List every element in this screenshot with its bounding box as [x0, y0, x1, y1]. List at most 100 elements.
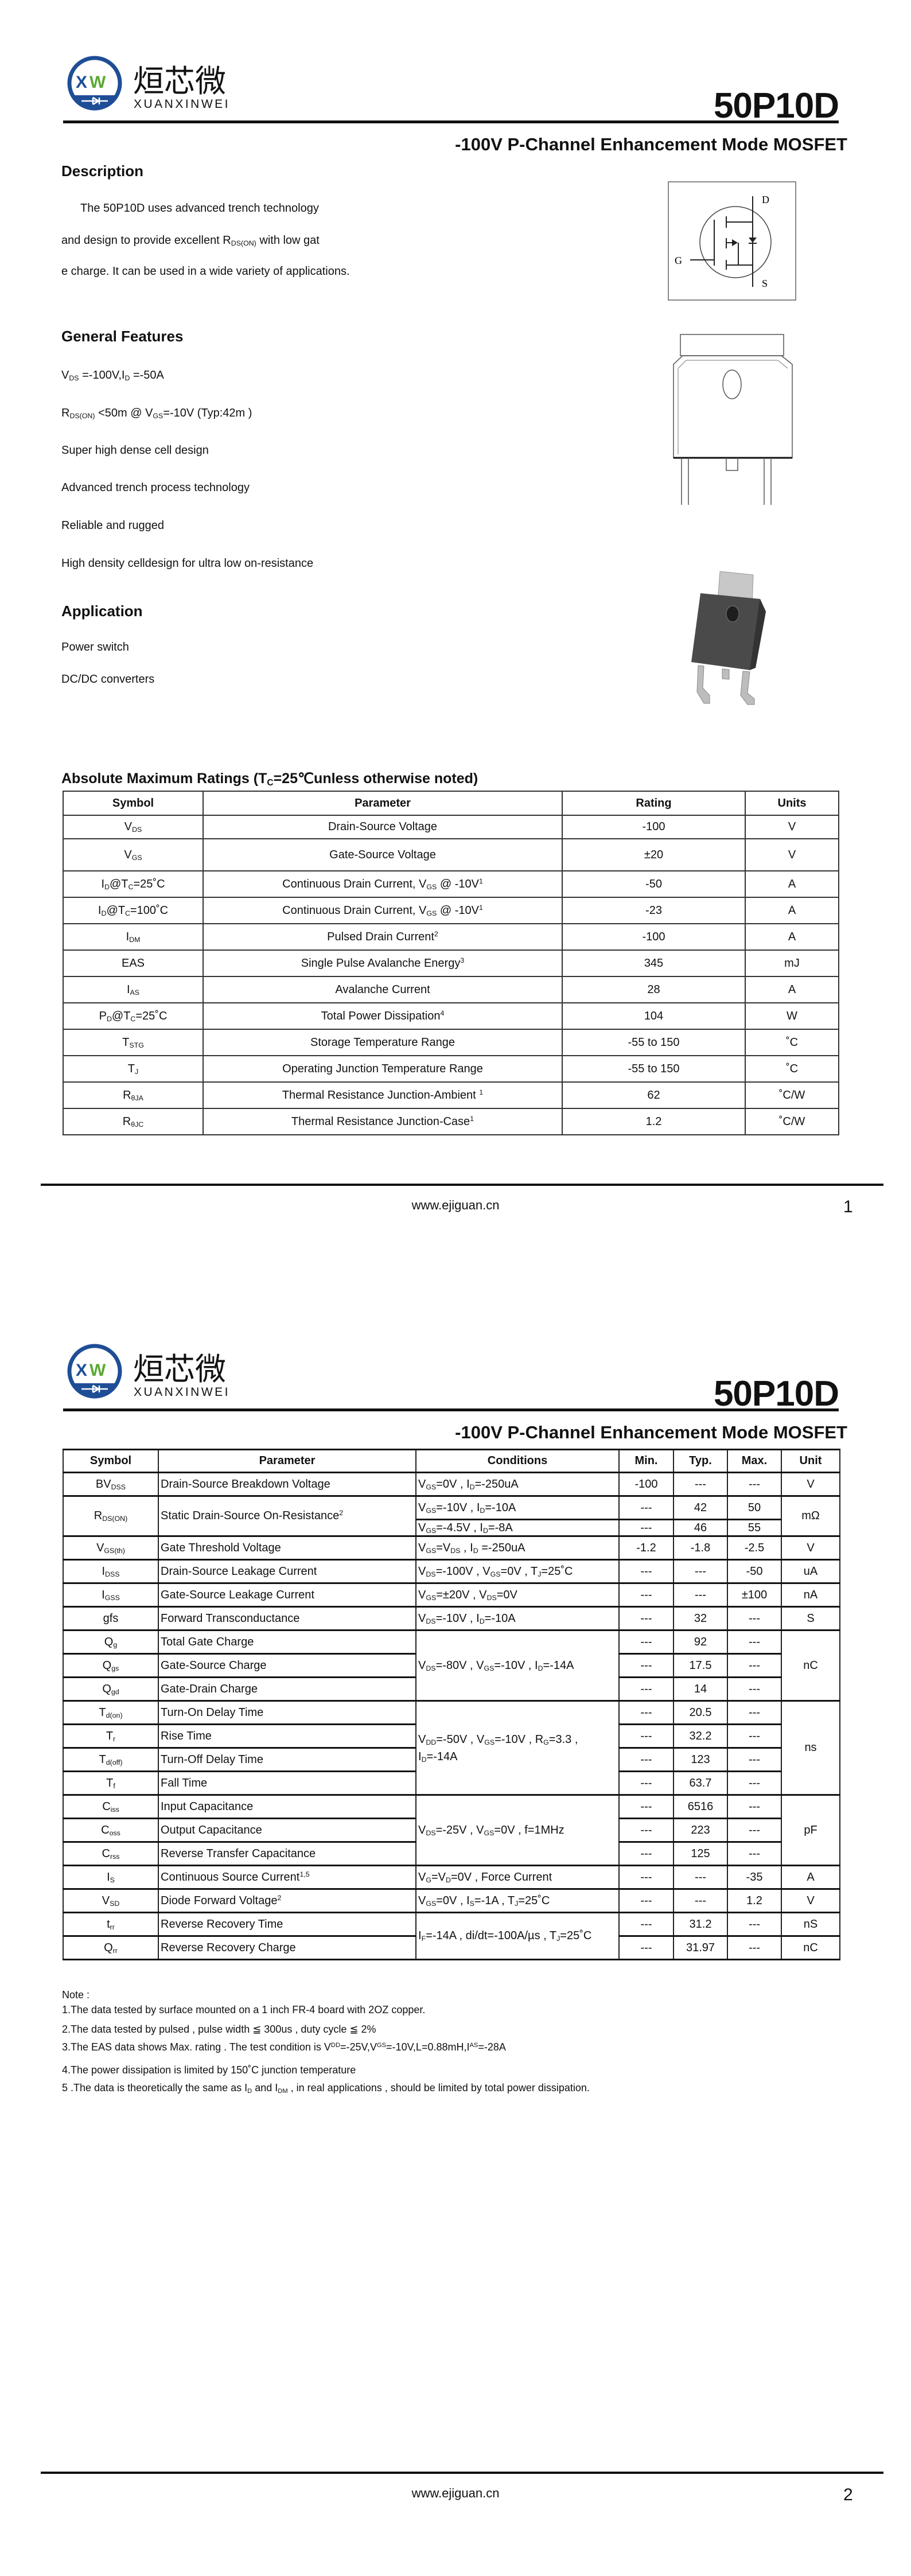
cell-parameter: Gate-Source Leakage Current: [158, 1582, 416, 1608]
cell-min: ---: [618, 1653, 674, 1678]
column-header-units: Units: [745, 791, 839, 816]
subscript: DS: [426, 1664, 436, 1672]
company-logo: X W 烜芯微 XUANXINWEI: [67, 56, 228, 111]
cell-typ: 125: [673, 1841, 728, 1866]
cell-conditions: VDD=-50V , VGS=-10V , RG=3.3 , ID=-14A: [415, 1700, 620, 1796]
cell-min: ---: [618, 1629, 674, 1655]
header-rule: [63, 120, 839, 123]
footer-url[interactable]: www.ejiguan.cn: [411, 1198, 500, 1212]
cell-min: ---: [618, 1495, 674, 1520]
cell-unit: nC: [781, 1629, 840, 1702]
note-item: 2.The data tested by pulsed , pulse widt…: [62, 2024, 376, 2035]
cell-symbol: VSD: [63, 1888, 159, 1913]
cell-conditions: VGS=±20V , VDS=0V: [415, 1582, 620, 1608]
table-row: PD@TC=25˚C Total Power Dissipation4 104 W: [63, 1002, 839, 1030]
cell-units: A: [745, 870, 839, 898]
subscript: C: [130, 1014, 136, 1023]
table-row: BVDSS Drain-Source Breakdown Voltage VGS=0…: [63, 1472, 840, 1497]
subscript: DS: [426, 1570, 436, 1578]
page-1: X W 烜芯微 XUANXINWEI 50P10D -100V P-Channe…: [41, 56, 883, 1216]
cell-units: A: [745, 897, 839, 924]
cell-parameter: Gate-Drain Charge: [158, 1676, 416, 1702]
note-item: 4.The power dissipation is limited by 15…: [62, 2064, 356, 2076]
cell-parameter: Continuous Drain Current, VGS @ -10V1: [203, 897, 563, 924]
subscript: d(off): [106, 1758, 123, 1766]
superscript: 1: [478, 877, 483, 885]
subscript: DS(ON): [231, 239, 256, 248]
subscript: GS: [153, 412, 163, 421]
cell-conditions: VGS=0V , IS=-1A , TJ=25˚C: [415, 1888, 620, 1913]
cell-units: ˚C/W: [745, 1108, 839, 1135]
cell-unit: mΩ: [781, 1495, 840, 1537]
cell-symbol: Td(on): [63, 1700, 159, 1725]
subscript: S: [469, 1899, 474, 1908]
cell-unit: V: [781, 1888, 840, 1913]
cell-parameter: Fall Time: [158, 1770, 416, 1796]
subscript: d(on): [106, 1711, 123, 1719]
page-number: 2: [843, 2485, 853, 2504]
subscript: rss: [110, 1852, 120, 1861]
superscript: 2: [277, 1893, 282, 1902]
part-number: 50P10D: [713, 1374, 839, 1414]
column-header-conditions: Conditions: [415, 1449, 620, 1473]
cell-symbol: Qrr: [63, 1935, 159, 1960]
subscript: DS: [132, 826, 142, 834]
subscript: DM: [278, 2087, 288, 2095]
subscript: D: [482, 1526, 488, 1535]
table-row: VGS(th) Gate Threshold Voltage VGS=VDS , I…: [63, 1535, 840, 1561]
cell-parameter: Total Power Dissipation4: [203, 1002, 563, 1030]
table-row: RDS(ON) Static Drain-Source On-Resistance…: [63, 1495, 840, 1537]
subscript: GS: [484, 1664, 495, 1672]
cell-min: ---: [618, 1582, 674, 1608]
cell-min: ---: [618, 1912, 674, 1937]
cell-max: ---: [727, 1629, 782, 1655]
footer-url[interactable]: www.ejiguan.cn: [411, 2486, 500, 2500]
cell-min: ---: [618, 1747, 674, 1772]
package-3d-image: [691, 571, 766, 705]
subscript: D: [104, 882, 110, 891]
electrical-characteristics-table: Symbol Parameter Conditions Min. Typ. Max. Uni…: [63, 1449, 840, 1960]
subscript: DS(ON): [69, 412, 95, 421]
cell-conditions: VDS=-100V , VGS=0V , TJ=25˚C: [415, 1559, 620, 1584]
page-number: 1: [843, 1197, 853, 1216]
cell-parameter: Drain-Source Leakage Current: [158, 1559, 416, 1584]
subscript: DS: [69, 374, 79, 383]
feature-item: Super high dense cell design: [61, 444, 209, 457]
cell-symbol: Qg: [63, 1629, 159, 1655]
cell-min: ---: [618, 1841, 674, 1866]
subscript: DM: [129, 935, 141, 944]
subscript: D: [538, 1664, 543, 1672]
column-header-max: Max.: [727, 1449, 782, 1473]
cell-symbol: Tr: [63, 1723, 159, 1749]
cell-max: ---: [727, 1676, 782, 1702]
cell-parameter: Gate Threshold Voltage: [158, 1535, 416, 1561]
table-row: VGS Gate-Source Voltage ±20 V: [63, 838, 839, 871]
superscript: 1: [478, 903, 483, 912]
table-row: Td(on) Turn-On Delay Time VDD=-50V , VGS=-…: [63, 1700, 840, 1796]
column-header-min: Min.: [618, 1449, 674, 1473]
cell-max: 55: [727, 1519, 782, 1537]
cell-unit: A: [781, 1865, 840, 1890]
column-header-rating: Rating: [562, 791, 746, 816]
cell-unit: V: [781, 1472, 840, 1497]
cell-unit: S: [781, 1606, 840, 1631]
subscript: GSS: [104, 1593, 120, 1602]
subscript: AS: [130, 988, 140, 997]
cell-max: 50: [727, 1495, 782, 1520]
superscript: 2: [339, 1509, 344, 1517]
subscript: DD: [426, 1738, 437, 1746]
subscript: D: [479, 1617, 485, 1625]
table-row: Qgd Gate-Drain Charge --- 14 ---: [63, 1676, 840, 1702]
cell-typ: 14: [673, 1676, 728, 1702]
footer-rule: [41, 1184, 883, 1186]
subscript: DS: [426, 1828, 436, 1837]
subtitle: -100V P-Channel Enhancement Mode MOSFET: [455, 134, 847, 154]
cell-parameter: Avalanche Current: [203, 976, 563, 1003]
cell-typ: 32.2: [673, 1723, 728, 1749]
cell-max: -35: [727, 1865, 782, 1890]
note-item: 1.The data tested by surface mounted on …: [62, 2004, 426, 2015]
cell-rating: -100: [562, 815, 746, 839]
description-line: The 50P10D uses advanced trench technolo…: [80, 202, 319, 215]
cell-typ: ---: [673, 1582, 728, 1608]
cell-typ: ---: [673, 1888, 728, 1913]
